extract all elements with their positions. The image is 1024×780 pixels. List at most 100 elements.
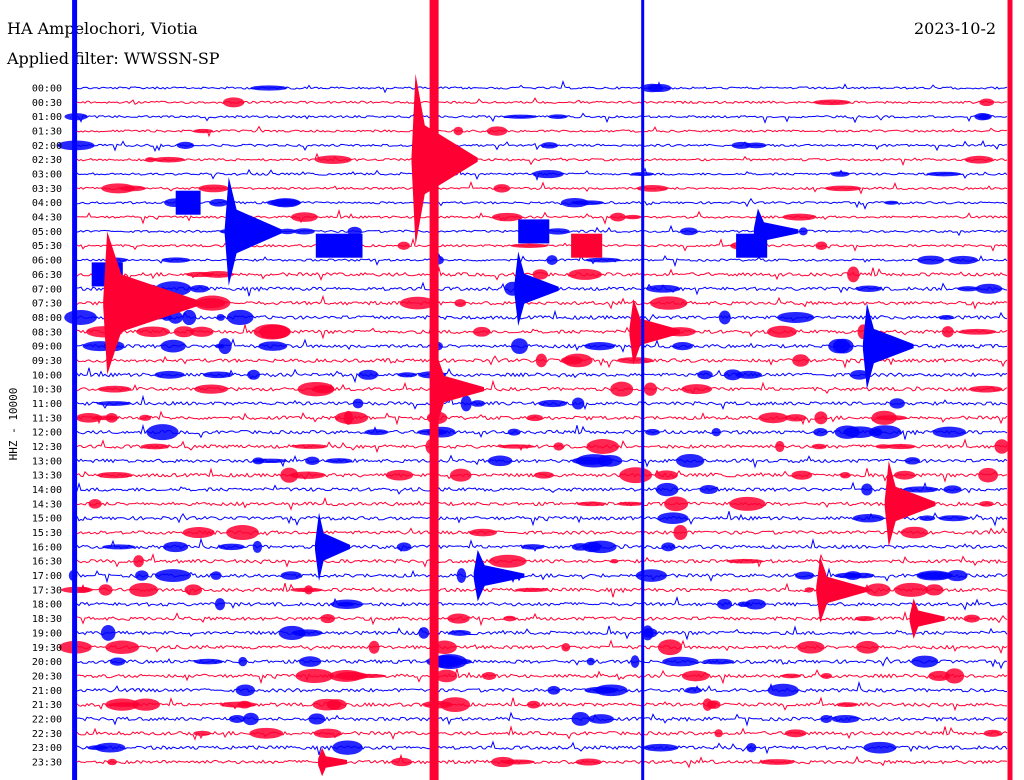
noise-burst [643,743,679,752]
noise-burst [526,414,544,422]
noise-burst [397,241,410,250]
trace-row [72,656,1007,670]
noise-burst [782,213,817,221]
noise-burst [957,286,979,292]
noise-burst [791,470,813,480]
noise-burst [222,97,245,108]
noise-burst [928,670,951,682]
noise-burst [435,669,458,683]
row-time-label: 09:30 [32,356,62,367]
noise-burst [511,338,528,355]
noise-burst [643,382,658,396]
noise-burst [767,325,797,338]
noise-burst [889,398,905,409]
station-title: HA Ampelochori, Viotia [7,19,198,38]
noise-burst [252,458,288,464]
noise-burst [182,309,197,326]
noise-burst [884,200,899,205]
row-time-label: 11:00 [32,399,62,410]
trace-row [72,711,1008,727]
noise-burst [305,456,320,466]
noise-burst [163,541,189,553]
earthquake-event [224,176,282,286]
noise-burst [978,467,998,483]
noise-burst [448,630,471,636]
row-time-label: 22:00 [32,714,62,725]
noise-burst [745,598,766,610]
noise-burst [144,157,156,163]
noise-burst [932,426,967,438]
noise-burst [290,212,318,222]
noise-burst [711,427,721,437]
noise-burst [673,525,688,541]
row-time-label: 13:30 [32,471,62,482]
row-time-label: 21:30 [32,700,62,711]
noise-burst [813,99,851,106]
row-time-label: 05:30 [32,241,62,252]
noise-burst [636,184,669,192]
row-time-label: 02:00 [32,141,62,152]
row-time-label: 06:00 [32,256,62,267]
noise-burst [824,185,862,192]
noise-burst [218,543,245,551]
noise-burst [919,515,936,521]
row-time-label: 06:30 [32,270,62,281]
noise-burst [731,141,752,149]
row-time-label: 21:00 [32,686,62,697]
trace-row [72,680,1008,693]
noise-burst [856,640,879,654]
noise-burst [358,369,379,380]
noise-burst [610,559,619,564]
noise-burst [676,453,705,468]
noise-burst [343,410,354,425]
noise-burst [96,471,133,479]
noise-burst [894,582,929,597]
noise-burst [576,501,606,507]
noise-burst [941,326,954,338]
noise-burst [396,542,412,552]
noise-burst [226,309,254,326]
noise-burst [105,640,140,654]
noise-burst [501,759,535,765]
noise-burst [193,128,214,134]
trace-row [72,324,1008,340]
noise-burst [176,141,195,149]
noise-burst [664,496,689,512]
noise-burst [852,514,885,523]
earthquake-event [433,356,484,423]
noise-burst [368,640,380,654]
noise-burst [154,569,192,582]
noise-burst [538,399,568,408]
noise-burst [938,515,969,522]
noise-burst [585,257,621,263]
noise-burst [948,255,979,265]
noise-burst [815,241,828,250]
noise-burst [447,613,470,624]
noise-burst [491,212,523,222]
noise-burst [645,284,681,293]
row-time-label: 10:00 [32,370,62,381]
noise-burst [797,640,825,654]
noise-burst [861,483,873,496]
row-time-label: 14:30 [32,499,62,510]
date-label: 2023-10-2 [914,19,997,38]
row-time-label: 10:30 [32,385,62,396]
noise-burst [295,668,334,684]
noise-burst [161,257,191,263]
earthquake-event [909,598,945,639]
noise-burst [834,425,860,439]
noise-burst [527,700,541,709]
noise-burst [561,642,571,652]
trace-row [72,511,1008,527]
noise-burst [729,496,766,511]
noise-burst [958,328,997,335]
row-time-label: 03:30 [32,184,62,195]
trace-row [72,438,1008,454]
noise-burst [943,485,962,494]
earthquake-event [753,208,799,255]
noise-burst [534,471,554,479]
noise-burst [347,226,362,236]
noise-burst [900,526,929,539]
noise-burst [975,283,1003,294]
row-time-label: 23:00 [32,743,62,754]
